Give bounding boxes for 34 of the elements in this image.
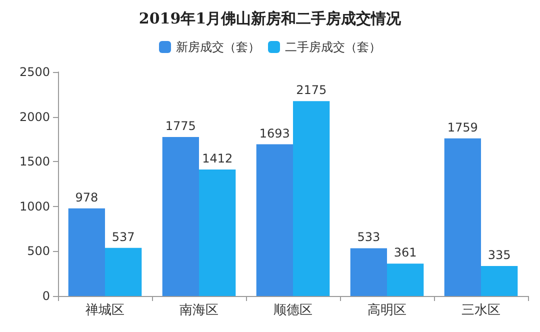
bar	[350, 248, 387, 296]
x-tick-label: 顺德区	[274, 303, 312, 318]
y-tick-label: 0	[42, 289, 50, 303]
chart-title: 2019年1月佛山新房和二手房成交情况	[138, 10, 402, 28]
y-tick-label: 2500	[19, 65, 50, 79]
y-tick-label: 2000	[19, 110, 50, 124]
data-label: 335	[488, 248, 511, 262]
bar	[444, 138, 481, 296]
legend-label: 新房成交（套）	[176, 40, 260, 54]
data-label: 361	[394, 246, 417, 260]
bar	[481, 266, 518, 296]
x-tick-label: 三水区	[462, 303, 500, 318]
bar	[68, 208, 105, 296]
data-label: 533	[357, 230, 380, 244]
legend-label: 二手房成交（套）	[285, 40, 381, 54]
bar	[387, 264, 424, 296]
y-tick-label: 1000	[19, 199, 50, 214]
data-label: 1412	[202, 151, 233, 166]
x-tick-label: 高明区	[368, 302, 406, 318]
bar	[162, 136, 199, 296]
data-label: 978	[75, 190, 98, 204]
data-label: 1759	[447, 120, 478, 134]
data-label: 1775	[165, 118, 196, 133]
bar	[256, 144, 293, 296]
bar	[199, 169, 236, 296]
data-label: 537	[112, 230, 135, 244]
y-tick-label: 1500	[19, 154, 50, 169]
y-tick-label: 500	[27, 244, 50, 258]
data-label: 1693	[259, 126, 290, 140]
data-label: 2175	[296, 83, 327, 98]
x-tick-label: 禅城区	[86, 303, 124, 318]
bar	[105, 248, 142, 296]
x-tick-label: 南海区	[180, 303, 218, 318]
bar	[293, 101, 330, 296]
